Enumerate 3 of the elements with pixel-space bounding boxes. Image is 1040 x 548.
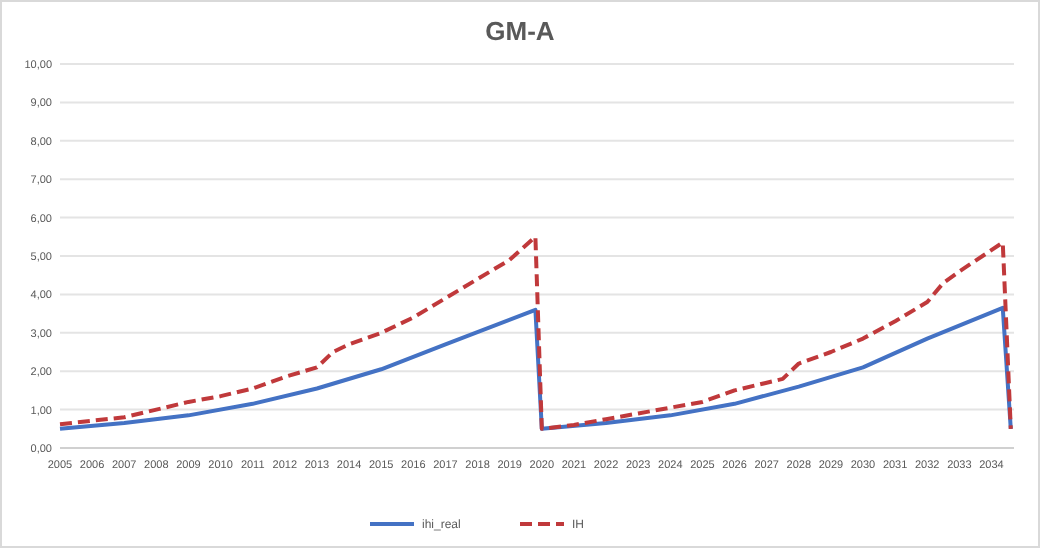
- line-series: [58, 305, 1013, 431]
- line-series: [58, 234, 1013, 431]
- chart-title: GM-A: [485, 16, 556, 46]
